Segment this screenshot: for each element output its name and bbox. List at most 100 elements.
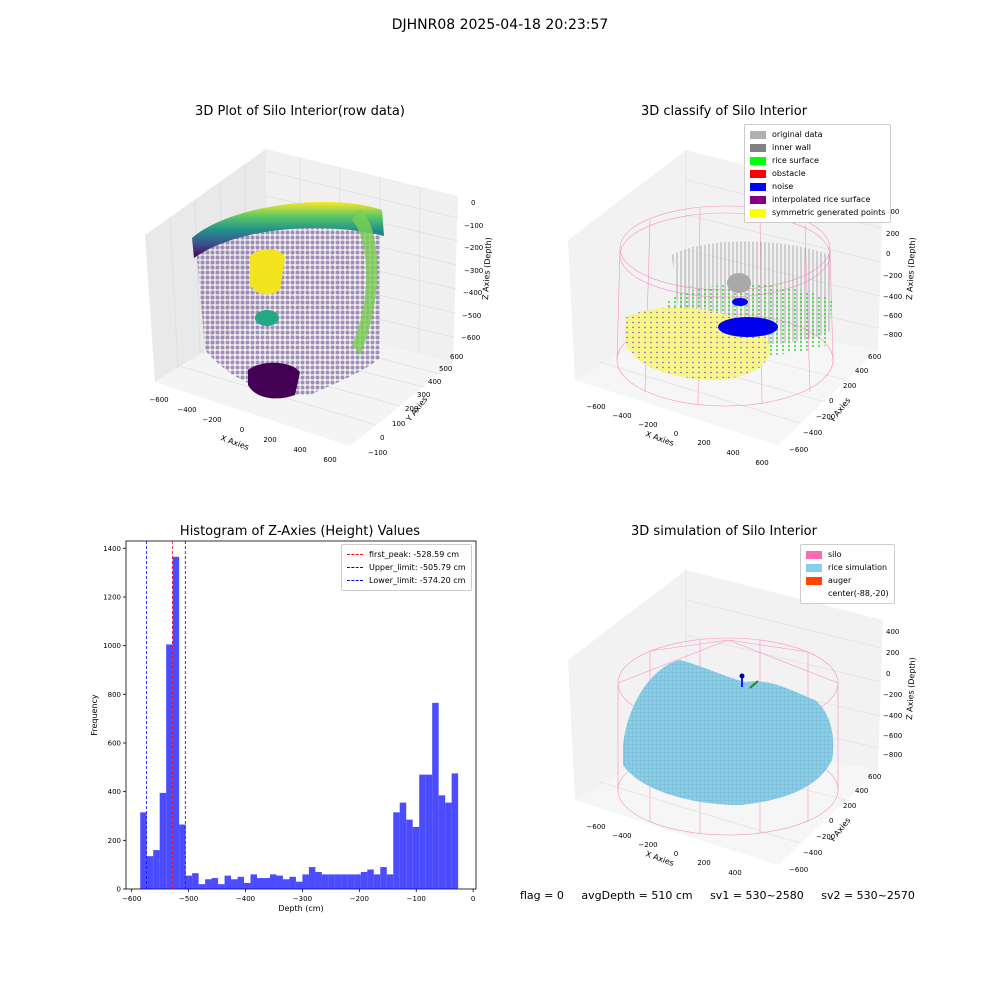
classify-y-tick: −600	[789, 446, 808, 454]
classify-y-tick: −200	[816, 413, 835, 421]
flag-text: flag = 0	[520, 889, 564, 902]
raw-y-tick: 300	[417, 391, 430, 399]
classify-z-label: Z Axies (Depth)	[905, 237, 917, 300]
histogram-x-tick: −100	[407, 895, 426, 903]
classify-y-tick: −400	[803, 429, 822, 437]
histogram-x-tick: −200	[350, 895, 369, 903]
classify-z-tick: −400	[883, 293, 902, 301]
legend-label: original data	[772, 130, 823, 139]
histogram-bar	[192, 873, 199, 889]
legend-label: auger	[828, 576, 852, 585]
histogram-bar	[341, 874, 348, 889]
classify-noise-cluster	[718, 317, 778, 337]
histogram-bar	[328, 874, 335, 889]
classify-y-ticks: −600 −400 −200 0 200 400 600	[789, 353, 881, 454]
histogram-bar	[354, 874, 361, 889]
raw-z-tick: 0	[471, 199, 475, 207]
legend-label: symmetric generated points	[772, 208, 886, 217]
histogram-bar	[185, 875, 193, 889]
histogram-bar	[451, 773, 459, 889]
status-line: flag = 0 avgDepth = 510 cm sv1 = 530~258…	[520, 889, 915, 902]
classify-plot-title: 3D classify of Silo Interior	[640, 104, 808, 119]
raw-x-tick: −200	[202, 416, 221, 424]
legend-swatch	[806, 550, 822, 559]
legend-item: inner wall	[750, 141, 885, 154]
classify-y-tick: 600	[868, 353, 881, 361]
figure-suptitle: DJHNR08 2025-04-18 20:23:57	[391, 17, 609, 33]
histogram-bar	[218, 884, 225, 889]
simulation-x-tick: 0	[674, 850, 678, 858]
legend-swatch	[750, 208, 766, 217]
legend-item: symmetric generated points	[750, 206, 885, 219]
raw-y-tick: 400	[428, 378, 441, 386]
simulation-y-ticks: −600 −400 −200 0 200 400 600	[789, 773, 881, 874]
histogram-bar	[231, 879, 238, 889]
legend-item: auger	[806, 574, 889, 587]
legend-label: inner wall	[772, 143, 812, 152]
raw-z-tick: −200	[464, 244, 483, 252]
classify-x-tick: −600	[586, 403, 605, 411]
raw-z-tick: −500	[462, 312, 481, 320]
raw-obstacle-points	[250, 249, 285, 295]
classify-y-tick: 200	[843, 382, 856, 390]
raw-bottom-cluster	[248, 362, 300, 399]
histogram-bar	[406, 819, 413, 889]
histogram-bar	[302, 874, 309, 889]
raw-y-tick: 500	[439, 365, 452, 373]
classify-x-tick: 400	[726, 449, 739, 457]
simulation-z-tick: 0	[886, 670, 890, 678]
legend-line	[347, 567, 363, 568]
simulation-z-tick: −400	[883, 712, 902, 720]
histogram-y-tick: 1400	[103, 545, 121, 553]
histogram-bar	[295, 881, 303, 889]
legend-label: Lower_limit: -574.20 cm	[369, 576, 466, 585]
histogram-bar	[282, 879, 290, 889]
simulation-center-marker	[749, 680, 759, 689]
simulation-auger-head	[739, 673, 745, 679]
legend-swatch	[750, 143, 766, 152]
histogram-legend: first_peak: -528.59 cm Upper_limit: -505…	[341, 544, 472, 591]
histogram-bar	[432, 702, 439, 889]
legend-item: noise	[750, 180, 885, 193]
raw-x-tick: −400	[177, 406, 196, 414]
simulation-z-tick: −800	[883, 751, 902, 759]
classify-legend: original data inner wall rice surface ob…	[744, 124, 892, 223]
histogram-y-tick: 800	[108, 691, 121, 699]
histogram-bar	[166, 644, 173, 889]
raw-x-tick: 600	[323, 456, 336, 464]
legend-item: first_peak: -528.59 cm	[347, 548, 466, 561]
simulation-x-label: X Axies	[644, 849, 675, 868]
raw-y-tick: 100	[392, 420, 405, 428]
raw-x-tick: 0	[240, 426, 244, 434]
raw-x-ticks: −600 −400 −200 0 200 400 600	[149, 396, 336, 464]
histogram-y-ticks: 0 200 400 600 800 1000 1200 1400	[103, 545, 126, 894]
histogram-y-tick: 1000	[103, 642, 121, 650]
histogram-bar	[224, 875, 232, 889]
simulation-y-tick: −400	[803, 849, 822, 857]
histogram-x-tick: −400	[236, 895, 255, 903]
classify-x-tick: 200	[697, 439, 710, 447]
legend-swatch	[806, 590, 822, 598]
simulation-z-tick: 200	[886, 649, 899, 657]
histogram-bar	[360, 871, 368, 889]
classify-z-tick: −800	[883, 331, 902, 339]
legend-label: first_peak: -528.59 cm	[369, 550, 460, 559]
simulation-x-ticks: −600 −400 −200 0 200 400	[586, 823, 741, 877]
histogram-x-tick: 0	[471, 895, 475, 903]
classify-x-label: X Axies	[644, 429, 675, 448]
raw-z-tick: −400	[463, 289, 482, 297]
histogram-x-label: Depth (cm)	[278, 904, 323, 913]
simulation-x-tick: 400	[728, 869, 741, 877]
simulation-3d-panel: −600 −400 −200 0 200 400 −600 −400 −200 …	[568, 570, 917, 877]
simulation-x-tick: −600	[586, 823, 605, 831]
simulation-plot-title: 3D simulation of Silo Interior	[631, 524, 817, 539]
histogram-bar	[237, 876, 245, 889]
histogram-bar	[263, 878, 270, 889]
histogram-bar	[308, 867, 316, 889]
histogram-bar	[289, 876, 296, 889]
legend-label: interpolated rice surface	[772, 195, 871, 204]
legend-swatch	[806, 576, 822, 585]
histogram-bar	[412, 826, 420, 889]
sv2-text: sv2 = 530~2570	[821, 889, 915, 902]
